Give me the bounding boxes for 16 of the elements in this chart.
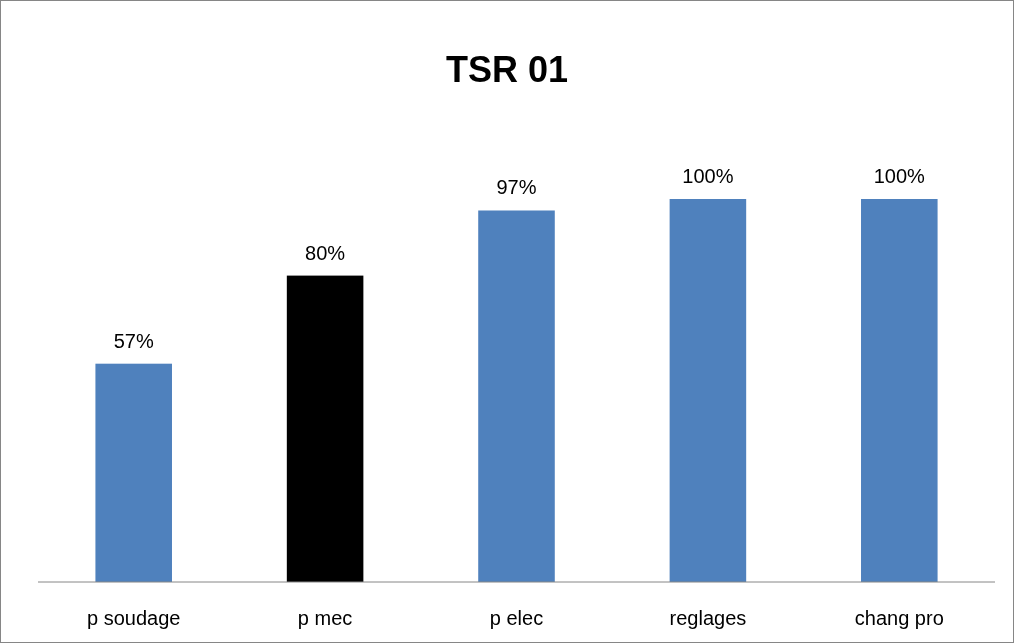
data-label: 100% [873, 165, 926, 187]
bar [861, 199, 938, 582]
chart-title: TSR 01 [445, 49, 569, 90]
data-label: 97% [496, 176, 537, 199]
data-label: 100% [682, 165, 734, 187]
x-tick-label: p elec [489, 607, 544, 629]
bar [478, 210, 555, 582]
x-tick-label: p soudage [86, 607, 181, 629]
x-tick-label: chang pro [854, 607, 944, 629]
bar [669, 199, 747, 582]
bar [95, 363, 172, 582]
data-label: 57% [113, 329, 154, 352]
x-tick-label: p mec [297, 607, 353, 629]
x-tick-label: reglages [669, 607, 747, 629]
data-label: 80% [305, 241, 346, 264]
bar [286, 275, 364, 582]
